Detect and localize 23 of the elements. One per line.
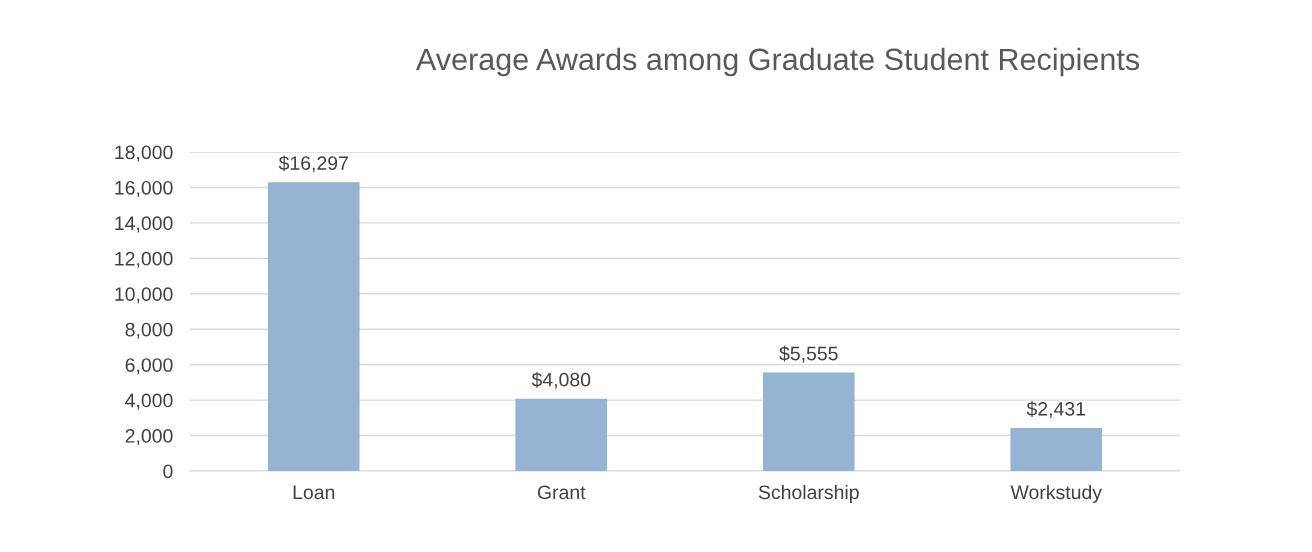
bar [515,398,608,471]
bar [762,372,855,471]
chart-title: Average Awards among Graduate Student Recipients [415,47,1140,77]
y-tick-label: 16,000 [115,180,173,197]
data-label: $16,297 [278,155,348,173]
x-tick-label: Grant [537,485,586,500]
y-tick-label: 18,000 [115,145,173,162]
y-tick-label: 6,000 [125,358,173,375]
x-tick-label: Workstudy [1010,484,1102,504]
y-tick-label: 0 [163,464,173,479]
data-label: $5,555 [779,345,838,363]
y-tick-label: 2,000 [125,429,173,446]
bar [1010,427,1103,471]
y-tick-label: 14,000 [115,216,173,233]
x-tick-label: Scholarship [758,484,859,504]
y-tick-label: 12,000 [115,251,173,268]
y-tick-label: 8,000 [125,322,173,339]
bar [267,182,360,471]
y-tick-label: 10,000 [115,287,173,304]
data-label: $4,080 [531,371,591,389]
x-tick-label: Loan [293,485,335,500]
y-tick-label: 4,000 [125,393,173,410]
data-label: $2,431 [1026,401,1086,419]
